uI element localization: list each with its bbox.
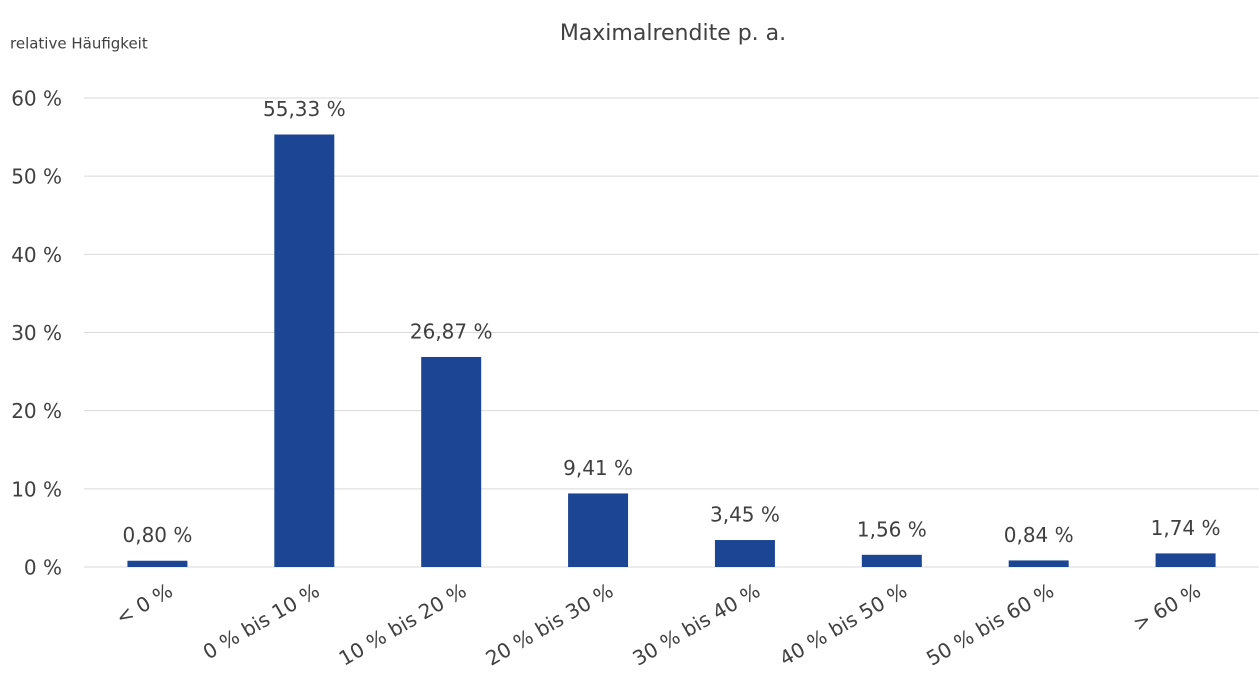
value-label: 1,74 % [1151, 516, 1221, 540]
y-tick-label: 50 % [11, 165, 62, 189]
value-label: 9,41 % [563, 456, 633, 480]
x-tick-label: 40 % bis 50 % [775, 578, 911, 670]
bar [127, 560, 188, 567]
x-tick-label: 50 % bis 60 % [922, 578, 1058, 670]
y-tick-label: 60 % [11, 87, 62, 111]
y-tick-label: 10 % [11, 477, 62, 501]
value-label: 26,87 % [410, 319, 493, 343]
y-tick-label: 20 % [11, 399, 62, 423]
x-tick-label: 30 % bis 40 % [628, 578, 764, 670]
x-tick-label: 20 % bis 30 % [481, 578, 617, 670]
bar [861, 554, 922, 567]
value-label: 1,56 % [857, 517, 927, 541]
bar [1155, 553, 1216, 567]
chart-title: Maximalrendite p. a. [560, 21, 786, 46]
y-tick-label: 40 % [11, 243, 62, 267]
value-label: 0,80 % [122, 523, 192, 547]
value-label: 0,84 % [1004, 523, 1074, 547]
y-axis-label: relative Häufigkeit [10, 35, 148, 53]
bar [568, 493, 629, 567]
bar [1008, 560, 1069, 567]
value-label: 3,45 % [710, 503, 780, 527]
bar [421, 356, 482, 567]
bar [714, 540, 775, 567]
value-label: 55,33 % [263, 97, 346, 121]
x-tick-label: 0 % bis 10 % [199, 578, 324, 664]
x-tick-label: > 60 % [1129, 578, 1205, 636]
y-tick-label: 0 % [24, 556, 62, 580]
x-tick-label: < 0 % [112, 578, 177, 629]
bar [274, 134, 335, 567]
x-tick-label: 10 % bis 20 % [335, 578, 471, 670]
y-tick-label: 30 % [11, 321, 62, 345]
